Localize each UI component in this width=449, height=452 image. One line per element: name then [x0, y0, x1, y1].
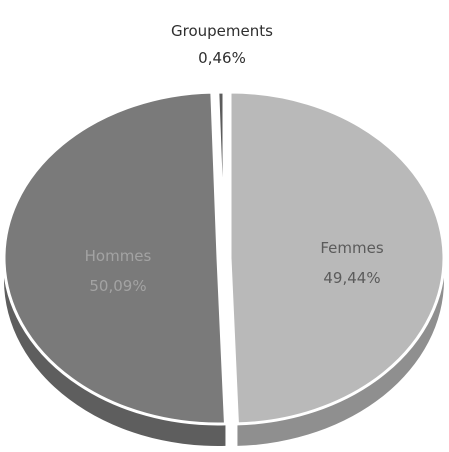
slice-value-femmes: 49,44%: [323, 269, 380, 287]
pie-sides: [4, 258, 444, 446]
slice-groupements: [216, 90, 226, 259]
slice-label-hommes: Hommes: [85, 247, 152, 265]
slice-hommes: [2, 90, 228, 426]
slice-label-femmes: Femmes: [320, 239, 383, 257]
slice-side-femmes: [237, 258, 444, 446]
slice-value-hommes: 50,09%: [89, 277, 146, 295]
slice-label-groupements: Groupements: [171, 22, 273, 40]
slice-femmes: [228, 90, 446, 426]
pie-tops: [2, 90, 446, 426]
slice-value-groupements: 0,46%: [198, 49, 246, 67]
slice-side-hommes: [4, 258, 226, 446]
